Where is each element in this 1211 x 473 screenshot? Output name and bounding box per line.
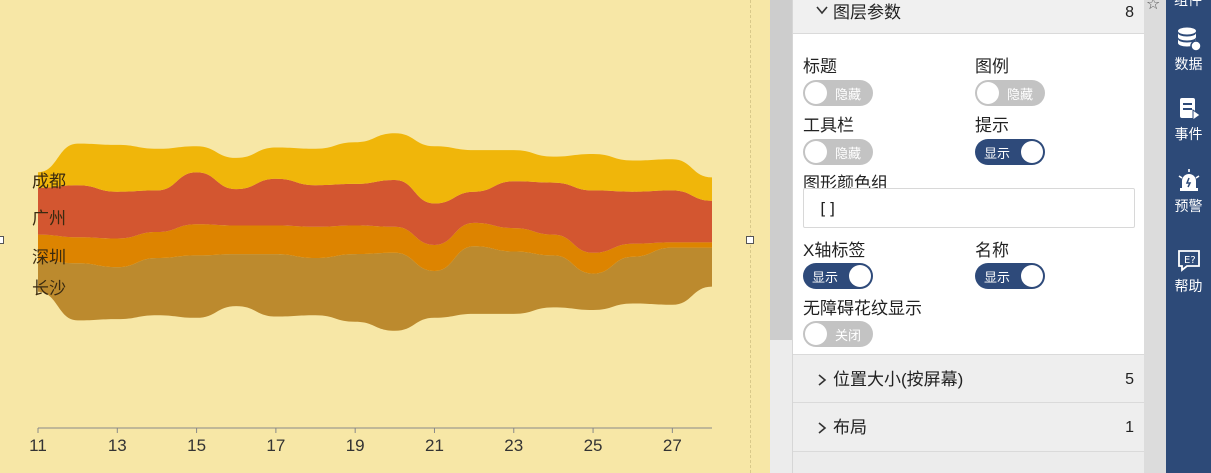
x-tick-label: 25 bbox=[584, 436, 603, 455]
xaxis-toggle[interactable]: 显示 bbox=[803, 263, 873, 289]
star-icon[interactable]: ☆ bbox=[1146, 0, 1161, 13]
data-button-label: 数据 bbox=[1174, 56, 1203, 72]
tooltip-label: 提示 bbox=[975, 116, 1009, 135]
toggle-knob bbox=[1021, 141, 1043, 163]
stream-layer-1[interactable] bbox=[38, 222, 712, 274]
x-tick-label: 27 bbox=[663, 436, 682, 455]
section-position-size-header[interactable]: 位置大小(按屏幕) 5 bbox=[793, 354, 1144, 403]
layer-params-body: 标题 隐藏 图例 隐藏 工具栏 隐藏 提示 显示 图形颜色组 [] X轴标签 显… bbox=[793, 34, 1144, 354]
series-name-label: 成都 bbox=[32, 172, 66, 192]
chevron-right-icon bbox=[815, 403, 829, 452]
toggle-text: 隐藏 bbox=[835, 87, 862, 102]
canvas-scrollbar[interactable] bbox=[770, 0, 792, 473]
a11y-pattern-toggle[interactable]: 关闭 bbox=[803, 321, 873, 347]
chart-canvas[interactable]: 11 13 15 17 19 21 23 25 27 成都广州深圳长沙 bbox=[0, 0, 770, 473]
database-icon bbox=[1177, 27, 1202, 52]
color-group-input[interactable]: [] bbox=[803, 188, 1135, 228]
x-tick-label: 13 bbox=[108, 436, 127, 455]
resize-handle-left[interactable] bbox=[0, 236, 4, 244]
toggle-knob bbox=[805, 323, 827, 345]
toggle-text: 隐藏 bbox=[1007, 87, 1034, 102]
section-layer-params-header[interactable]: 图层参数 8 bbox=[793, 0, 1144, 34]
title-label: 标题 bbox=[803, 57, 837, 76]
resize-handle-right[interactable] bbox=[746, 236, 754, 244]
toggle-knob bbox=[849, 265, 871, 287]
event-button-label: 事件 bbox=[1174, 126, 1203, 142]
svg-text:E?: E? bbox=[1184, 255, 1196, 266]
xaxis-label: X轴标签 bbox=[803, 241, 866, 260]
x-tick-label: 23 bbox=[504, 436, 523, 455]
section-count: 5 bbox=[1125, 371, 1134, 388]
toggle-text: 隐藏 bbox=[835, 146, 862, 161]
title-toggle[interactable]: 隐藏 bbox=[803, 80, 873, 106]
toggle-text: 显示 bbox=[984, 146, 1011, 161]
stream-layer-3[interactable] bbox=[38, 133, 712, 204]
event-icon bbox=[1179, 98, 1201, 121]
toggle-knob bbox=[805, 82, 827, 104]
section-count: 8 bbox=[1125, 4, 1134, 21]
section-count: 1 bbox=[1125, 419, 1134, 436]
legend-toggle[interactable]: 隐藏 bbox=[975, 80, 1045, 106]
alarm-icon bbox=[1178, 169, 1199, 191]
stream-layer-2[interactable] bbox=[38, 172, 712, 253]
series-name-label: 长沙 bbox=[32, 279, 66, 299]
toggle-text: 显示 bbox=[812, 270, 839, 285]
x-tick-label: 19 bbox=[346, 436, 365, 455]
toggle-knob bbox=[977, 82, 999, 104]
section-title: 布局 bbox=[833, 418, 867, 437]
scrollbar-thumb[interactable] bbox=[770, 0, 792, 340]
x-tick-label: 15 bbox=[187, 436, 206, 455]
stream-layer-0[interactable] bbox=[38, 246, 712, 331]
toolbar-toggle[interactable]: 隐藏 bbox=[803, 139, 873, 165]
a11y-pattern-label: 无障碍花纹显示 bbox=[803, 299, 922, 318]
legend-label: 图例 bbox=[975, 57, 1009, 76]
alarm-button-label: 预警 bbox=[1174, 198, 1203, 214]
color-group-value: [] bbox=[818, 199, 838, 218]
toggle-knob bbox=[1021, 265, 1043, 287]
name-toggle[interactable]: 显示 bbox=[975, 263, 1045, 289]
x-tick-label: 17 bbox=[266, 436, 285, 455]
section-title: 图层参数 bbox=[833, 3, 901, 22]
section-title: 位置大小(按屏幕) bbox=[833, 370, 964, 389]
chevron-down-icon bbox=[815, 0, 829, 32]
component-tab-label[interactable]: 组件 bbox=[1174, 0, 1202, 8]
x-tick-label: 21 bbox=[425, 436, 444, 455]
panel-side-rail: ☆ bbox=[1144, 0, 1166, 473]
x-tick-label: 11 bbox=[29, 436, 47, 455]
alarm-button[interactable]: 预警 bbox=[1166, 168, 1211, 216]
toolbar-label: 工具栏 bbox=[803, 116, 854, 135]
right-toolbar: 组件 数据 事件 预警 E? 帮助 bbox=[1166, 0, 1211, 473]
series-name-label: 广州 bbox=[32, 209, 66, 229]
data-button[interactable]: 数据 bbox=[1166, 26, 1211, 74]
chevron-right-icon bbox=[815, 355, 829, 404]
toggle-knob bbox=[805, 141, 827, 163]
toggle-text: 显示 bbox=[984, 270, 1011, 285]
tooltip-toggle[interactable]: 显示 bbox=[975, 139, 1045, 165]
name-label: 名称 bbox=[975, 241, 1009, 260]
event-button[interactable]: 事件 bbox=[1166, 96, 1211, 144]
property-panel: 图层参数 8 标题 隐藏 图例 隐藏 工具栏 隐藏 提示 显示 图形颜色组 []… bbox=[792, 0, 1144, 473]
section-layout-header[interactable]: 布局 1 bbox=[793, 403, 1144, 452]
help-button[interactable]: E? 帮助 bbox=[1166, 248, 1211, 296]
help-icon: E? bbox=[1177, 250, 1200, 272]
help-button-label: 帮助 bbox=[1174, 278, 1203, 294]
series-name-label: 深圳 bbox=[32, 248, 66, 268]
toggle-text: 关闭 bbox=[835, 328, 862, 343]
